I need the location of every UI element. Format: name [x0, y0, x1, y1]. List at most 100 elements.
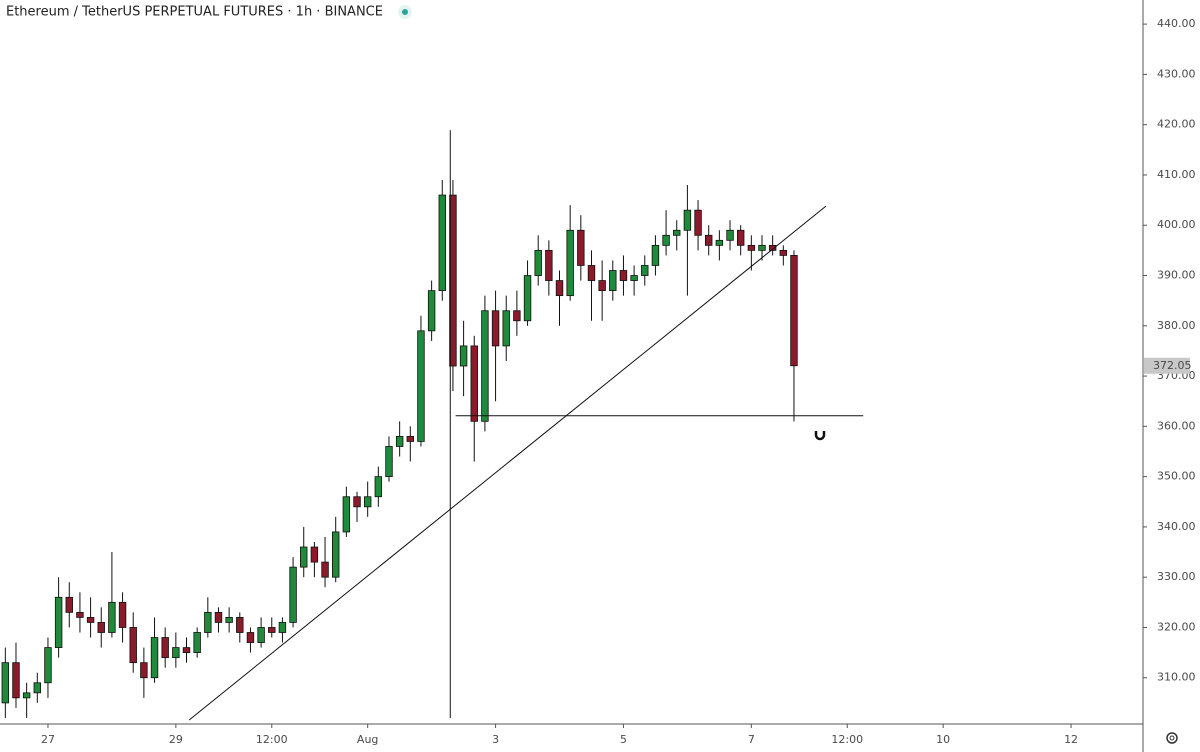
y-tick-label: 330.00 [1157, 570, 1196, 583]
candle-body [172, 647, 180, 659]
candle-body [758, 244, 766, 251]
y-tick-label: 420.00 [1157, 118, 1196, 131]
candle-body [768, 244, 777, 251]
candle-body [683, 209, 692, 231]
y-tick-label: 340.00 [1157, 520, 1196, 533]
x-tick-label: 10 [936, 733, 950, 746]
candle-body [118, 601, 127, 628]
candle-body [577, 229, 585, 266]
candle-body [481, 310, 489, 422]
candle-body [438, 194, 446, 292]
candle-body [427, 290, 436, 332]
candle-body [651, 244, 660, 266]
candle-body [385, 446, 393, 478]
y-tick-label: 440.00 [1157, 17, 1196, 30]
candle-body [641, 265, 649, 276]
candle-body [161, 637, 169, 659]
candle-body [630, 275, 638, 281]
candle-body [33, 682, 42, 694]
candle-body [310, 546, 319, 563]
candle-body [736, 229, 745, 246]
settings-icon[interactable] [1166, 732, 1178, 744]
candle-body [97, 622, 105, 633]
candle-body [406, 436, 415, 442]
candle-body [150, 637, 159, 679]
candle-body [395, 436, 404, 447]
candle-body [108, 601, 116, 633]
candle-body [214, 611, 223, 623]
candle-body [790, 255, 798, 367]
candle-body [523, 275, 532, 322]
status-dot [402, 9, 408, 15]
candle-body [246, 632, 255, 643]
candle-body [236, 617, 244, 633]
candle-body [673, 229, 681, 236]
x-tick-label: 12 [1064, 733, 1078, 746]
y-tick-label: 360.00 [1157, 419, 1196, 432]
x-tick-label: 3 [492, 733, 499, 746]
candle-body [705, 234, 713, 246]
candle-body [86, 617, 95, 623]
candle-body [300, 546, 308, 568]
candle-body [619, 270, 628, 281]
magnet-icon[interactable] [814, 431, 826, 441]
candle-body [65, 596, 73, 613]
candle-body [257, 627, 265, 643]
x-tick-label: Aug [357, 733, 378, 746]
candle-body [779, 249, 788, 256]
x-tick-label: 5 [620, 733, 627, 746]
candle-body [353, 496, 361, 508]
x-tick-label: 12:00 [256, 733, 288, 746]
x-tick-label: 12:00 [831, 733, 863, 746]
candle-body [545, 249, 553, 281]
chart-title: Ethereum / TetherUS PERPETUAL FUTURES · … [6, 5, 383, 20]
x-tick-label: 29 [169, 733, 183, 746]
candle-body [587, 265, 596, 281]
candle-body [417, 330, 425, 442]
candle-body [513, 310, 521, 322]
candle-body [129, 627, 137, 664]
candle-body [449, 194, 457, 367]
candle-body [12, 662, 20, 699]
candle-body [609, 270, 617, 292]
y-tick-label: 410.00 [1157, 168, 1196, 181]
y-tick-label: 320.00 [1157, 620, 1196, 633]
candle-body [278, 622, 287, 633]
candle-body [534, 249, 542, 276]
y-tick-label: 400.00 [1157, 218, 1196, 231]
candle-body [363, 496, 372, 508]
last-price-label: 372.05 [1153, 359, 1192, 372]
x-tick-label: 27 [41, 733, 55, 746]
candle-body [342, 496, 351, 533]
y-tick-label: 430.00 [1157, 67, 1196, 80]
candle-body [726, 229, 734, 241]
candle-body [193, 632, 201, 654]
candle-body [321, 561, 329, 578]
candle-body [662, 234, 670, 246]
x-tick-label: 7 [748, 733, 755, 746]
candle-body [459, 345, 468, 367]
trend-line [188, 205, 827, 721]
candle-body [76, 611, 84, 618]
candle-body [1, 662, 10, 704]
candle-body [204, 611, 212, 633]
candle-body [268, 627, 276, 633]
candle-body [566, 229, 574, 297]
candle-body [182, 647, 191, 654]
candle-body [502, 310, 510, 347]
candle-body [22, 692, 31, 699]
last-price-tag [1144, 357, 1190, 374]
candle-body [332, 531, 340, 578]
candle-body [140, 662, 148, 679]
candle-body [470, 345, 478, 422]
candle-body [225, 617, 233, 623]
candle-body [747, 244, 756, 251]
candle-body [555, 280, 564, 297]
y-tick-label: 380.00 [1157, 319, 1196, 332]
candle-body [374, 476, 383, 498]
candle-body [598, 280, 606, 292]
candle-body [491, 310, 500, 347]
candle-body [694, 209, 702, 236]
